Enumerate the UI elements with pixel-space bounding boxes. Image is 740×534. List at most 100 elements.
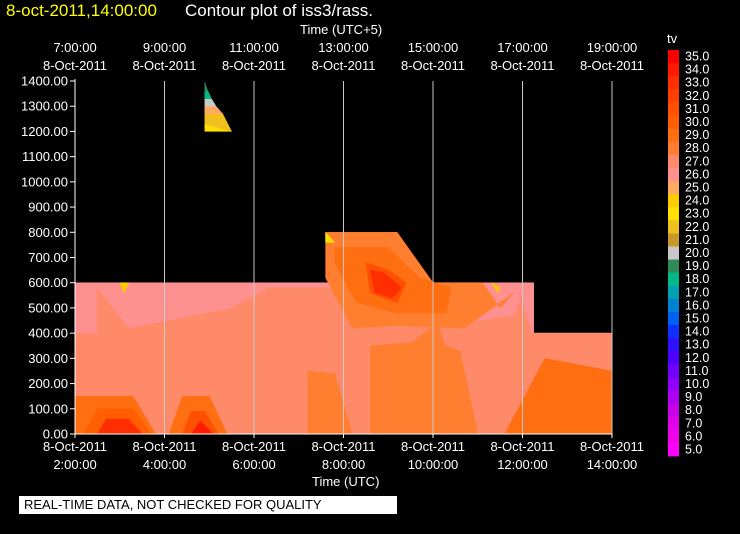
legend-swatch [668,246,679,260]
legend-swatch [668,285,679,300]
legend-label: 23.0 [685,207,709,221]
y-tick-label: 800.00 [28,225,68,240]
y-tick-label: 500.00 [28,300,68,315]
legend-swatch [668,377,679,391]
y-tick-label: 1300.00 [21,99,68,114]
legend-label: 16.0 [685,298,709,312]
legend-label: 8.0 [685,403,702,417]
x-bottom-tick-time: 8:00:00 [322,457,365,472]
legend-swatch [668,325,679,339]
y-tick-label: 100.00 [28,401,68,416]
x-bottom-tick-date: 8-Oct-2011 [132,439,196,454]
legend-swatch [668,154,679,169]
legend-label: 14.0 [685,325,709,339]
legend-label: 30.0 [685,115,709,129]
y-tick-label: 300.00 [28,351,68,366]
legend-swatch [668,63,679,77]
legend-swatch [668,443,679,457]
contour-region [204,82,209,92]
legend-swatch [668,259,679,273]
legend-swatch [668,298,679,313]
legend-swatch [668,233,679,247]
x-top-tick-time: 9:00:00 [143,40,186,55]
legend-swatch [668,167,679,182]
x-top-tick-date: 8-Oct-2011 [311,58,375,73]
contour-region [396,322,447,354]
legend-swatch [668,351,679,365]
legend-swatch [668,89,679,103]
bottom-axis-title: Time (UTC) [312,474,380,489]
legend-label: 28.0 [685,141,709,155]
quality-warning-banner: REAL-TIME DATA, NOT CHECKED FOR QUALITY [19,496,397,514]
legend-swatch [668,338,679,352]
x-top-tick-time: 15:00:00 [408,40,459,55]
legend-swatch [668,181,679,195]
legend-swatch [668,220,679,234]
legend-swatch [668,141,679,156]
legend-swatch [668,194,679,208]
legend-label: 33.0 [685,76,709,90]
plot-date: 8-oct-2011,14:00:00 [6,1,157,20]
legend-swatch [668,416,679,431]
contour-region [204,98,217,107]
legend-label: 27.0 [685,154,709,168]
x-top-tick-date: 8-Oct-2011 [222,58,286,73]
legend-label: 26.0 [685,167,709,181]
legend-swatch [668,76,679,90]
x-bottom-tick-time: 4:00:00 [143,457,186,472]
legend-label: 35.0 [685,50,709,64]
contour-region [204,105,224,115]
x-bottom-tick-date: 8-Oct-2011 [580,439,644,454]
legend-label: 34.0 [685,63,709,77]
x-top-tick-time: 11:00:00 [229,40,279,55]
legend-swatch [668,403,679,418]
y-tick-label: 900.00 [28,200,68,215]
x-top-tick-time: 7:00:00 [53,40,96,55]
legend-label: 24.0 [685,194,709,208]
legend-label: 15.0 [685,312,709,326]
x-top-tick-time: 17:00:00 [497,40,548,55]
y-tick-label: 1100.00 [22,149,68,164]
legend-label: 25.0 [685,181,709,195]
legend-label: 17.0 [685,285,709,299]
legend-label: 20.0 [685,246,709,260]
x-bottom-tick-date: 8-Oct-2011 [311,439,375,454]
legend-label: 22.0 [685,220,709,234]
legend-swatch [668,102,679,116]
legend-label: 5.0 [685,443,702,457]
legend-label: 32.0 [685,89,709,103]
legend-label: 31.0 [685,102,709,116]
x-bottom-tick-time: 10:00:00 [408,457,459,472]
legend-label: 21.0 [685,233,709,247]
legend-label: 7.0 [685,416,702,430]
legend-swatch [668,207,679,221]
legend-label: 13.0 [685,338,709,352]
x-bottom-tick-time: 14:00:00 [587,457,638,472]
contour-region [204,90,212,99]
y-tick-label: 1000.00 [21,174,68,189]
contour-region [369,269,403,299]
legend-label: 19.0 [685,259,709,273]
x-top-tick-date: 8-Oct-2011 [43,58,107,73]
x-bottom-tick-time: 6:00:00 [232,457,275,472]
y-tick-label: 700.00 [28,250,68,265]
y-tick-label: 400.00 [28,326,68,341]
legend-swatch [668,312,679,326]
x-top-tick-date: 8-Oct-2011 [580,58,644,73]
plot-title: Contour plot of iss3/rass. [185,1,374,20]
x-top-tick-time: 13:00:00 [318,40,369,55]
x-bottom-tick-date: 8-Oct-2011 [43,439,107,454]
x-top-tick-date: 8-Oct-2011 [132,58,196,73]
legend-label: 18.0 [685,272,709,286]
y-tick-label: 1200.00 [21,124,68,139]
x-bottom-tick-date: 8-Oct-2011 [401,439,465,454]
legend-label: 12.0 [685,351,709,365]
y-tick-label: 600.00 [28,275,68,290]
top-axis-title: Time (UTC+5) [300,22,383,37]
y-tick-label: 0.00 [43,427,68,442]
legend-label: 11.0 [685,364,708,378]
legend-swatch [668,390,679,404]
legend-swatch [668,128,679,142]
legend-label: 29.0 [685,128,709,142]
